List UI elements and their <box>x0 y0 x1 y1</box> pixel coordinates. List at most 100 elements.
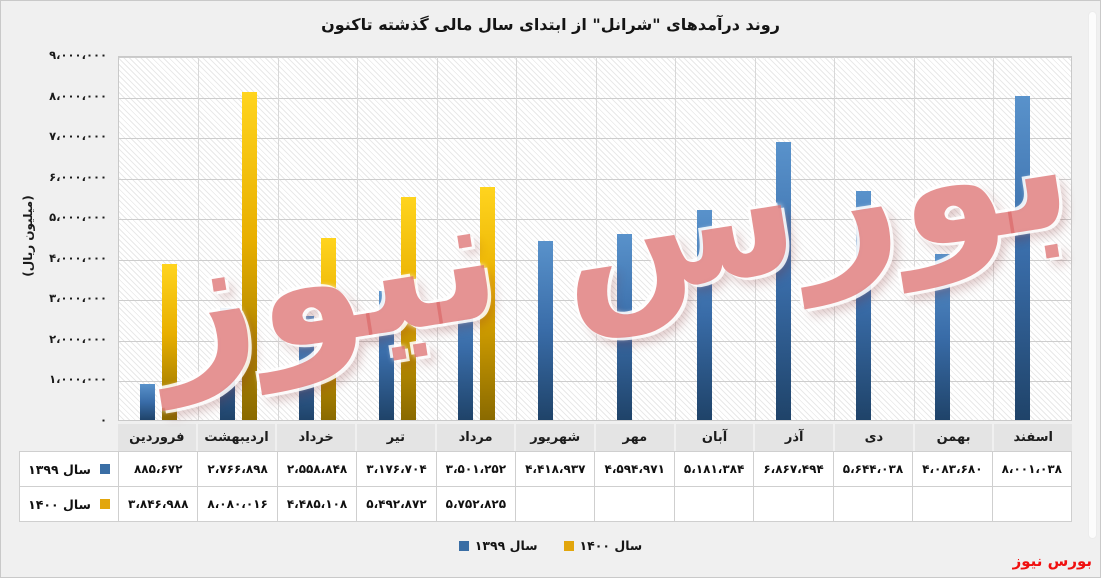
gridline-vertical <box>357 57 358 420</box>
table-value-cell: ۳،۱۷۶،۷۰۴ <box>357 452 436 486</box>
gridline-vertical <box>436 57 438 420</box>
table-value-cell: ۸۸۵،۶۷۲ <box>119 452 198 486</box>
gridline-horizontal <box>119 138 1071 140</box>
y-axis-tick-label: ۳،۰۰۰،۰۰۰ <box>49 291 107 306</box>
series-color-swatch <box>99 499 110 509</box>
series-row-label: سال ۱۳۹۹ <box>28 461 91 477</box>
bar-1399-m3 <box>299 316 315 420</box>
table-value-cell: ۵،۴۹۲،۸۷۲ <box>357 487 436 521</box>
legend-color-swatch <box>458 540 469 551</box>
y-axis-tick-label: ۷،۰۰۰،۰۰۰ <box>49 129 107 144</box>
bar-1399-m10 <box>855 191 871 420</box>
series-row-header: سال ۱۴۰۰ <box>20 487 118 521</box>
bar-1399-m7 <box>617 233 633 420</box>
legend-item-1399: سال ۱۳۹۹ <box>458 538 538 553</box>
table-value-cell: ۳،۸۴۶،۹۸۸ <box>119 487 198 521</box>
month-header-cell: مهر <box>596 424 674 451</box>
series-row-header: سال ۱۳۹۹ <box>20 452 118 486</box>
month-header-cell: تیر <box>357 424 435 451</box>
legend-color-swatch <box>563 540 574 551</box>
table-value-cell: ۸،۰۸۰،۰۱۶ <box>198 487 277 521</box>
month-header-cell: دی <box>835 424 913 451</box>
y-axis-tick-label: ۸،۰۰۰،۰۰۰ <box>49 88 107 103</box>
y-axis-tick-label: ۵،۰۰۰،۰۰۰ <box>49 210 107 225</box>
series-color-swatch <box>99 464 110 474</box>
gridline-vertical <box>198 57 199 420</box>
table-value-cell <box>833 487 913 521</box>
table-value-cell <box>754 487 833 521</box>
gridline-horizontal <box>119 57 1071 58</box>
table-value-cell: ۲،۵۵۸،۸۴۸ <box>277 452 357 486</box>
bar-1399-m12 <box>1014 95 1030 420</box>
month-header-cell: فروردین <box>118 424 196 451</box>
bar-1399-m1 <box>140 384 156 420</box>
y-axis-tick-label: ۶،۰۰۰،۰۰۰ <box>49 169 107 184</box>
gridline-horizontal <box>119 340 1071 342</box>
chart-title: روند درآمدهای "شرانل" از ابتدای سال مالی… <box>321 15 780 34</box>
gridline-vertical <box>516 57 517 420</box>
gridline-vertical <box>993 57 994 420</box>
table-value-cell: ۶،۸۶۷،۴۹۴ <box>754 452 833 486</box>
month-header-cell: بهمن <box>914 424 993 451</box>
bar-1399-m9 <box>776 141 792 420</box>
brand-logo: بورس نیوز <box>1012 552 1092 570</box>
table-value-cell <box>595 487 674 521</box>
table-value-cell: ۴،۴۱۸،۹۳۷ <box>516 452 595 486</box>
gridline-vertical <box>595 57 597 420</box>
table-value-cell <box>913 487 992 521</box>
bar-1400-m3 <box>321 238 337 420</box>
y-axis-tick-label: ۲،۰۰۰،۰۰۰ <box>49 331 107 346</box>
table-value-cell: ۲،۷۶۶،۸۹۸ <box>198 452 277 486</box>
data-table: سال ۱۳۹۹ ۸۸۵،۶۷۲ ۲،۷۶۶،۸۹۸ ۲،۵۵۸،۸۴۸ ۳،۱۷۶،۷… <box>19 451 1072 522</box>
table-value-cell: ۵،۱۸۱،۳۸۴ <box>674 452 754 486</box>
gridline-vertical <box>277 57 279 420</box>
gridline-vertical <box>675 57 676 420</box>
month-header-cell: آذر <box>755 424 834 451</box>
table-value-cell: ۴،۰۸۳،۶۸۰ <box>913 452 992 486</box>
y-axis-tick-label: ۴،۰۰۰،۰۰۰ <box>49 250 107 265</box>
legend-label: سال ۱۴۰۰ <box>579 538 643 553</box>
gridline-horizontal <box>119 381 1071 383</box>
table-value-cell: ۵،۷۵۲،۸۲۵ <box>436 487 516 521</box>
month-header-cell: شهریور <box>516 424 595 451</box>
gridline-horizontal <box>119 300 1071 302</box>
bar-1399-m6 <box>537 240 553 420</box>
bar-1400-m1 <box>162 263 178 420</box>
bar-1399-m11 <box>935 254 951 420</box>
y-axis-tick-label: ۰ <box>99 413 107 427</box>
table-value-cell <box>674 487 754 521</box>
bar-1399-m4 <box>378 291 394 420</box>
month-header-cell: آبان <box>675 424 754 451</box>
month-header-cell: اسفند <box>994 424 1073 451</box>
table-value-cell <box>992 487 1071 521</box>
series-row-label: سال ۱۴۰۰ <box>28 496 91 512</box>
month-header-cell: اردیبهشت <box>197 424 276 451</box>
table-value-cell: ۴،۴۸۵،۱۰۸ <box>277 487 357 521</box>
legend-item-1400: سال ۱۴۰۰ <box>563 538 643 553</box>
bar-1399-m2 <box>219 307 235 420</box>
gridline-horizontal <box>119 219 1071 221</box>
table-value-cell: ۳،۵۰۱،۲۵۲ <box>436 452 516 486</box>
y-axis-tick-label: ۹،۰۰۰،۰۰۰ <box>49 48 107 62</box>
month-header-cell: خرداد <box>277 424 356 451</box>
table-value-cell: ۴،۵۹۴،۹۷۱ <box>595 452 674 486</box>
table-value-cell: ۸،۰۰۱،۰۳۸ <box>992 452 1071 486</box>
scrollbar[interactable] <box>1088 11 1097 539</box>
table-value-cell <box>516 487 595 521</box>
gridline-horizontal <box>119 97 1071 99</box>
bar-1400-m4 <box>400 197 416 420</box>
gridline-vertical <box>754 57 756 420</box>
gridline-vertical <box>834 57 835 420</box>
x-axis-month-row: فروردین اردیبهشت خرداد تیر مرداد شهریور مهر آبا… <box>118 424 1073 451</box>
legend: سال ۱۳۹۹ سال ۱۴۰۰ <box>1 538 1100 553</box>
gridline-horizontal <box>119 178 1071 180</box>
month-header-cell: مرداد <box>436 424 515 451</box>
table-value-cell: ۵،۶۴۴،۰۳۸ <box>833 452 913 486</box>
bar-1400-m5 <box>480 186 496 420</box>
bar-1399-m5 <box>458 278 474 420</box>
legend-label: سال ۱۳۹۹ <box>474 538 538 553</box>
y-axis-tick-label: ۱،۰۰۰،۰۰۰ <box>49 372 107 387</box>
bar-1400-m2 <box>241 92 257 420</box>
y-axis-title: (میلیون ریال) <box>21 195 35 277</box>
